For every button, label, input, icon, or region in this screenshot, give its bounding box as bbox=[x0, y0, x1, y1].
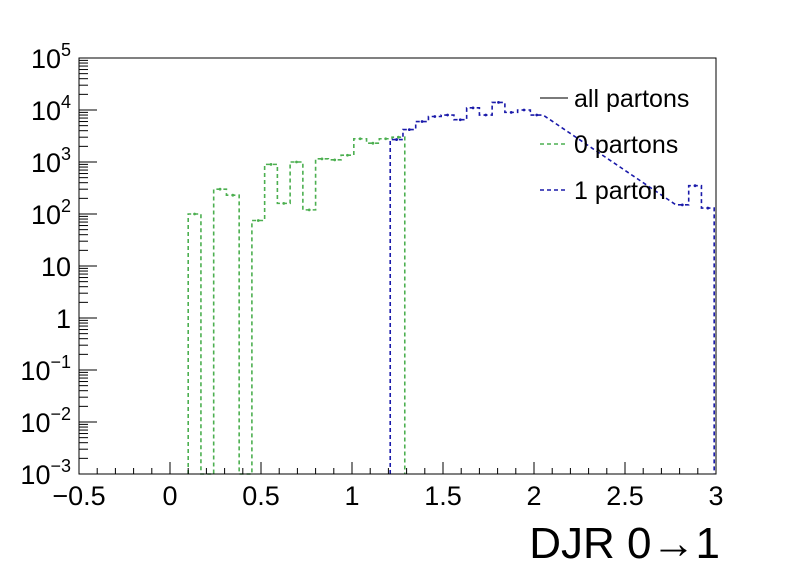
data-point bbox=[522, 108, 526, 112]
x-tick-label: 0 bbox=[162, 481, 177, 511]
series-line-1 bbox=[187, 136, 406, 475]
data-point bbox=[446, 113, 449, 117]
x-tick-label: −0.5 bbox=[52, 481, 105, 511]
x-tick-label: 1 bbox=[344, 481, 359, 511]
data-point bbox=[193, 212, 196, 216]
data-point bbox=[407, 128, 411, 131]
data-point bbox=[384, 137, 388, 141]
x-tick-label: 2.5 bbox=[606, 481, 644, 511]
data-point bbox=[282, 201, 286, 205]
x-axis-label: DJR 0→1 bbox=[529, 519, 720, 568]
y-tick-label: 10 bbox=[41, 252, 71, 282]
data-point bbox=[333, 158, 337, 162]
data-point bbox=[256, 219, 260, 222]
y-tick-label: 10−2 bbox=[20, 404, 71, 438]
y-tick-label: 10−1 bbox=[20, 352, 71, 386]
data-point bbox=[295, 160, 298, 164]
data-point bbox=[346, 153, 349, 157]
data-point bbox=[231, 193, 235, 197]
legend-label: 1 parton bbox=[574, 177, 666, 205]
legend-label: 0 partons bbox=[574, 131, 678, 159]
data-point bbox=[535, 113, 539, 117]
data-point bbox=[397, 135, 400, 139]
data-point bbox=[484, 113, 488, 117]
data-point bbox=[358, 137, 362, 141]
legend-label: all partons bbox=[574, 85, 689, 113]
y-tick-label: 102 bbox=[31, 196, 71, 230]
data-point bbox=[497, 101, 500, 104]
legend: all partons 0 partons 1 parton bbox=[540, 85, 689, 205]
data-point bbox=[706, 206, 710, 210]
data-point bbox=[433, 115, 437, 118]
y-tick-label: 1 bbox=[56, 304, 71, 334]
data-point bbox=[471, 106, 475, 110]
x-tick-label: 2 bbox=[526, 481, 541, 511]
y-tick-label: 10−3 bbox=[20, 456, 71, 490]
data-point bbox=[269, 162, 273, 166]
data-point bbox=[509, 110, 513, 114]
data-point bbox=[307, 208, 311, 212]
data-point bbox=[320, 157, 324, 161]
y-tick-label: 103 bbox=[31, 144, 71, 178]
y-tick-label: 104 bbox=[31, 92, 71, 126]
x-tick-label: 3 bbox=[708, 481, 723, 511]
data-point bbox=[693, 184, 697, 188]
y-tick-label: 105 bbox=[31, 40, 71, 74]
x-tick-label: 1.5 bbox=[424, 481, 462, 511]
data-point bbox=[680, 203, 684, 207]
data-point bbox=[458, 118, 462, 122]
data-point bbox=[420, 120, 424, 123]
data-point bbox=[395, 138, 398, 141]
data-point bbox=[218, 187, 222, 191]
x-tick-label: 0.5 bbox=[242, 481, 280, 511]
data-point bbox=[371, 141, 375, 145]
